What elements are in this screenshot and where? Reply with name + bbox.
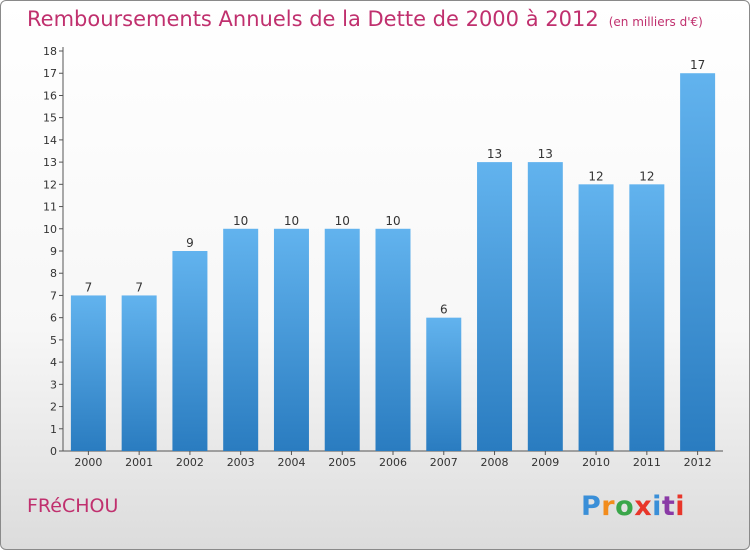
bar-value-label: 10 <box>284 214 299 228</box>
y-tick-label: 12 <box>43 178 57 191</box>
chart-title-text: Remboursements Annuels de la Dette de 20… <box>27 7 599 31</box>
logo-letter: o <box>615 491 635 522</box>
x-tick-label: 2011 <box>633 456 661 469</box>
y-tick-label: 13 <box>43 156 57 169</box>
bar-value-label: 13 <box>487 147 502 161</box>
proxiti-logo: Proxiti <box>581 491 685 522</box>
logo-letter: P <box>581 491 602 522</box>
x-tick-label: 2001 <box>125 456 153 469</box>
y-tick-label: 3 <box>50 378 57 391</box>
commune-name: FRéCHOU <box>27 495 119 517</box>
y-tick-label: 15 <box>43 112 57 125</box>
bar <box>375 228 411 451</box>
bar <box>273 228 309 451</box>
y-tick-label: 0 <box>50 445 57 458</box>
bar-value-label: 7 <box>85 280 93 294</box>
x-tick-label: 2008 <box>481 456 509 469</box>
y-tick-label: 16 <box>43 89 57 102</box>
y-tick-label: 11 <box>43 201 57 214</box>
bar <box>527 162 563 451</box>
bar <box>578 184 614 452</box>
bar-value-label: 10 <box>335 214 350 228</box>
bar <box>121 295 157 451</box>
x-tick-label: 2007 <box>430 456 458 469</box>
y-tick-label: 2 <box>50 401 57 414</box>
y-tick-label: 6 <box>50 312 57 325</box>
y-tick-label: 7 <box>50 289 57 302</box>
logo-letter: r <box>601 491 616 522</box>
bar-value-label: 7 <box>135 280 143 294</box>
x-tick-label: 2005 <box>328 456 356 469</box>
x-tick-label: 2000 <box>74 456 102 469</box>
bar-value-label: 10 <box>233 214 248 228</box>
bar-value-label: 6 <box>440 303 448 317</box>
bar <box>223 228 259 451</box>
x-tick-label: 2003 <box>227 456 255 469</box>
bar <box>172 251 208 451</box>
x-tick-label: 2012 <box>684 456 712 469</box>
x-tick-label: 2009 <box>531 456 559 469</box>
bar-value-label: 17 <box>690 58 705 72</box>
y-tick-label: 5 <box>50 334 57 347</box>
y-tick-label: 10 <box>43 223 57 236</box>
bar-value-label: 10 <box>385 214 400 228</box>
x-tick-label: 2002 <box>176 456 204 469</box>
bar <box>426 317 462 451</box>
y-tick-label: 14 <box>43 134 57 147</box>
logo-letter: i <box>652 491 662 522</box>
y-tick-label: 4 <box>50 356 57 369</box>
y-tick-label: 8 <box>50 267 57 280</box>
bar <box>70 295 106 451</box>
bar-value-label: 12 <box>639 169 654 183</box>
y-tick-label: 18 <box>43 45 57 58</box>
chart-title: Remboursements Annuels de la Dette de 20… <box>27 7 703 31</box>
logo-letter: t <box>661 491 676 522</box>
bars: 7 7 9 10 10 10 10 6 13 13 12 12 17 <box>70 58 716 452</box>
logo-letter: x <box>634 491 653 522</box>
x-axis: 2000 2001 2002 2003 2004 2005 2006 2007 2008 2009… <box>74 451 712 469</box>
bar <box>477 162 513 451</box>
x-tick-label: 2006 <box>379 456 407 469</box>
chart-subtitle: (en milliers d'€) <box>608 15 703 29</box>
x-tick-label: 2004 <box>277 456 305 469</box>
bar-value-label: 12 <box>588 169 603 183</box>
y-tick-label: 17 <box>43 67 57 80</box>
bar <box>324 228 360 451</box>
x-tick-label: 2010 <box>582 456 610 469</box>
bar-value-label: 9 <box>186 236 194 250</box>
logo-letter: i <box>675 491 686 522</box>
y-tick-label: 1 <box>50 423 57 436</box>
y-tick-label: 9 <box>50 245 57 258</box>
bar <box>629 184 665 452</box>
bar <box>680 73 716 451</box>
bar-value-label: 13 <box>538 147 553 161</box>
